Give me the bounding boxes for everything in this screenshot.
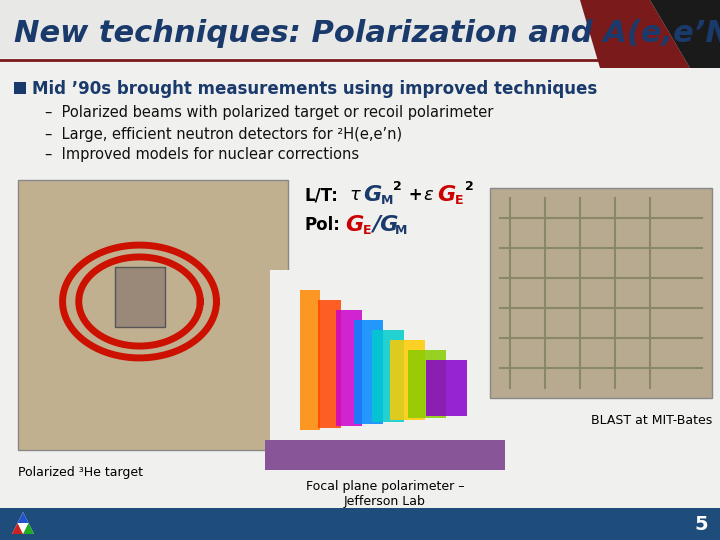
Polygon shape bbox=[580, 0, 690, 68]
Text: –  Improved models for nuclear corrections: – Improved models for nuclear correction… bbox=[45, 147, 359, 163]
FancyBboxPatch shape bbox=[372, 330, 404, 422]
Text: 5: 5 bbox=[694, 515, 708, 534]
Text: τ: τ bbox=[349, 186, 360, 204]
FancyBboxPatch shape bbox=[408, 350, 446, 418]
FancyBboxPatch shape bbox=[0, 0, 720, 58]
FancyBboxPatch shape bbox=[18, 180, 288, 450]
Polygon shape bbox=[12, 523, 23, 534]
Text: –  Large, efficient neutron detectors for ²H(e,e’n): – Large, efficient neutron detectors for… bbox=[45, 126, 402, 141]
Text: +: + bbox=[403, 186, 428, 204]
FancyBboxPatch shape bbox=[318, 300, 341, 428]
Text: G: G bbox=[363, 185, 382, 205]
Text: 2: 2 bbox=[465, 180, 474, 193]
Text: Pol:: Pol: bbox=[305, 216, 341, 234]
Text: BLAST at MIT-Bates: BLAST at MIT-Bates bbox=[590, 414, 712, 427]
FancyBboxPatch shape bbox=[114, 267, 164, 327]
FancyBboxPatch shape bbox=[265, 440, 505, 470]
Polygon shape bbox=[12, 512, 34, 534]
Text: Focal plane polarimeter –
Jefferson Lab: Focal plane polarimeter – Jefferson Lab bbox=[306, 480, 464, 508]
Text: E: E bbox=[363, 225, 372, 238]
FancyBboxPatch shape bbox=[336, 310, 362, 426]
FancyBboxPatch shape bbox=[490, 188, 712, 398]
Text: New techniques: Polarization and A(e,e’N): New techniques: Polarization and A(e,e’N… bbox=[14, 19, 720, 49]
Text: 2: 2 bbox=[393, 180, 402, 193]
Text: –  Polarized beams with polarized target or recoil polarimeter: – Polarized beams with polarized target … bbox=[45, 105, 493, 120]
Text: G: G bbox=[437, 185, 455, 205]
Text: Polarized ³He target: Polarized ³He target bbox=[18, 466, 143, 479]
FancyBboxPatch shape bbox=[354, 320, 383, 424]
FancyBboxPatch shape bbox=[300, 290, 320, 430]
Polygon shape bbox=[23, 523, 34, 534]
Text: G: G bbox=[345, 215, 364, 235]
Text: M: M bbox=[381, 193, 393, 206]
Polygon shape bbox=[650, 0, 720, 68]
FancyBboxPatch shape bbox=[14, 82, 26, 94]
Text: L/T:: L/T: bbox=[305, 186, 339, 204]
FancyBboxPatch shape bbox=[270, 270, 500, 490]
Text: Mid ’90s brought measurements using improved techniques: Mid ’90s brought measurements using impr… bbox=[32, 80, 598, 98]
Text: ε: ε bbox=[423, 186, 433, 204]
FancyBboxPatch shape bbox=[426, 360, 467, 416]
FancyBboxPatch shape bbox=[390, 340, 425, 420]
Polygon shape bbox=[17, 512, 29, 523]
Text: /G: /G bbox=[372, 215, 398, 235]
FancyBboxPatch shape bbox=[0, 508, 720, 540]
Text: M: M bbox=[395, 225, 408, 238]
Text: E: E bbox=[455, 193, 464, 206]
